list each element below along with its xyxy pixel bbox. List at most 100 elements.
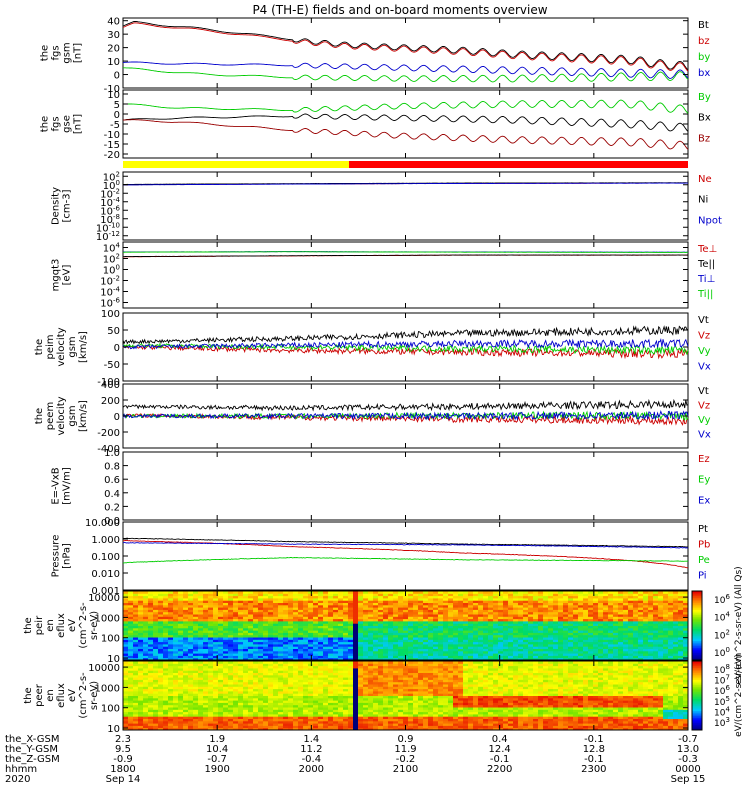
heatmap-cell <box>138 653 144 656</box>
heatmap-cell <box>233 702 239 706</box>
heatmap-cell <box>163 700 169 703</box>
heatmap-cell <box>278 661 284 664</box>
heatmap-cell <box>218 674 224 678</box>
y-axis-label: Pressure <box>51 535 62 578</box>
heatmap-cell <box>188 697 194 701</box>
heatmap-cell <box>243 672 249 676</box>
tick-label: 10-6 <box>100 297 120 310</box>
heatmap-cell <box>133 650 139 654</box>
heatmap-cell <box>448 616 454 620</box>
heatmap-cell <box>128 709 134 713</box>
heatmap-cell <box>598 657 604 661</box>
heatmap-cell <box>253 702 259 706</box>
heatmap-cell <box>238 597 244 601</box>
heatmap-cell <box>303 641 309 645</box>
heatmap-cell <box>528 597 534 601</box>
heatmap-cell <box>143 637 149 640</box>
heatmap-cell <box>448 597 454 601</box>
heatmap-cell <box>278 665 284 669</box>
heatmap-cell <box>263 702 269 706</box>
heatmap-cell <box>268 661 274 664</box>
heatmap-cell <box>388 653 394 656</box>
heatmap-cell <box>263 650 269 654</box>
heatmap-cell <box>308 727 314 731</box>
heatmap-cell <box>123 661 129 664</box>
heatmap-cell <box>443 600 449 603</box>
heatmap-cell <box>353 655 359 659</box>
heatmap-cell <box>598 616 604 620</box>
heatmap-cell <box>523 611 529 615</box>
heatmap-cell <box>188 602 194 606</box>
tick-label: 1.000 <box>91 535 120 546</box>
heatmap-cell <box>533 641 539 645</box>
heatmap-cell <box>173 718 179 722</box>
heatmap-cell <box>673 641 679 645</box>
heatmap-cell <box>603 627 609 631</box>
heatmap-cell <box>248 727 254 731</box>
heatmap-cell <box>253 620 259 624</box>
heatmap-cell <box>513 655 519 659</box>
heatmap-cell <box>518 614 524 617</box>
heatmap-cell <box>128 632 134 636</box>
heatmap-cell <box>543 600 549 603</box>
heatmap-cell <box>243 695 249 699</box>
heatmap-cell <box>263 670 269 673</box>
heatmap-cell <box>308 627 314 631</box>
heatmap-cell <box>328 643 334 647</box>
heatmap-cell <box>453 641 459 645</box>
heatmap-cell <box>203 677 209 680</box>
heatmap-cell <box>488 607 494 610</box>
heatmap-cell <box>258 653 264 656</box>
heatmap-cell <box>238 727 244 731</box>
heatmap-cell <box>303 690 309 694</box>
heatmap-cell <box>588 595 594 599</box>
heatmap-cell <box>198 727 204 731</box>
heatmap-cell <box>538 604 544 608</box>
heatmap-cell <box>663 614 669 617</box>
heatmap-cell <box>563 634 569 638</box>
heatmap-cell <box>633 602 639 606</box>
heatmap-cell <box>378 595 384 599</box>
heatmap-cell <box>143 625 149 629</box>
heatmap-cell <box>363 618 369 622</box>
heatmap-cell <box>198 688 204 692</box>
heatmap-cell <box>123 679 129 683</box>
heatmap-cell <box>363 646 369 649</box>
heatmap-cell <box>293 591 299 594</box>
heatmap-cell <box>678 625 684 629</box>
heatmap-cell <box>398 643 404 647</box>
heatmap-cell <box>543 618 549 622</box>
heatmap-cell <box>373 650 379 654</box>
heatmap-cell <box>483 602 489 606</box>
heatmap-cell <box>248 704 254 708</box>
heatmap-cell <box>183 639 189 643</box>
heatmap-cell <box>398 641 404 645</box>
heatmap-cell <box>673 639 679 643</box>
heatmap-cell <box>138 593 144 597</box>
heatmap-cell <box>168 672 174 676</box>
heatmap-cell <box>343 620 349 624</box>
heatmap-cell <box>568 620 574 624</box>
heatmap-cell <box>553 657 559 661</box>
heatmap-cell <box>188 637 194 640</box>
heatmap-cell <box>383 607 389 610</box>
heatmap-cell <box>658 618 664 622</box>
heatmap-cell <box>588 609 594 613</box>
heatmap-cell <box>283 646 289 649</box>
heatmap-cell <box>398 627 404 631</box>
heatmap-cell <box>653 616 659 620</box>
heatmap-cell <box>608 625 614 629</box>
heatmap-cell <box>368 625 374 629</box>
heatmap-cell <box>278 697 284 701</box>
heatmap-cell <box>583 593 589 597</box>
heatmap-cell <box>293 711 299 715</box>
heatmap-cell <box>273 695 279 699</box>
heatmap-cell <box>503 591 509 594</box>
heatmap-cell <box>358 600 364 603</box>
heatmap-cell <box>413 620 419 624</box>
heatmap-cell <box>423 620 429 624</box>
heatmap-cell <box>498 609 504 613</box>
heatmap-cell <box>188 595 194 599</box>
heatmap-cell <box>613 650 619 654</box>
heatmap-cell <box>348 595 354 599</box>
